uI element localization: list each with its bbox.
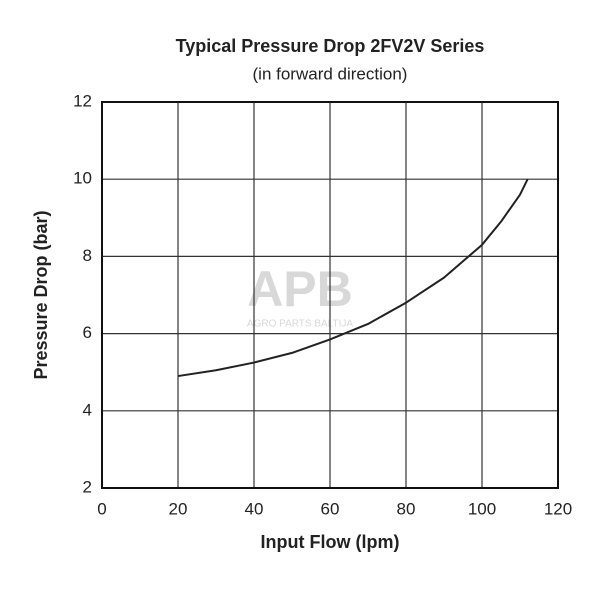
y-tick-label: 6 [83, 323, 92, 342]
x-axis-label: Input Flow (lpm) [261, 532, 400, 552]
chart-subtitle: (in forward direction) [253, 64, 408, 83]
y-axis-label: Pressure Drop (bar) [31, 210, 51, 379]
y-tick-label: 12 [73, 91, 92, 110]
x-tick-label: 100 [468, 499, 496, 518]
x-tick-label: 120 [544, 499, 572, 518]
x-tick-label: 0 [97, 499, 106, 518]
watermark-logo: APB [247, 261, 353, 317]
y-tick-label: 4 [83, 400, 92, 419]
x-tick-label: 20 [169, 499, 188, 518]
watermark-text: AGRO PARTS BALTIJA [247, 319, 353, 330]
y-tick-label: 2 [83, 477, 92, 496]
x-tick-label: 80 [397, 499, 416, 518]
x-tick-label: 40 [245, 499, 264, 518]
chart-title: Typical Pressure Drop 2FV2V Series [176, 36, 485, 56]
data-line [177, 178, 529, 378]
y-tick-label: 10 [73, 169, 92, 188]
y-tick-label: 8 [83, 246, 92, 265]
x-tick-label: 60 [321, 499, 340, 518]
plot-frame [101, 101, 559, 489]
